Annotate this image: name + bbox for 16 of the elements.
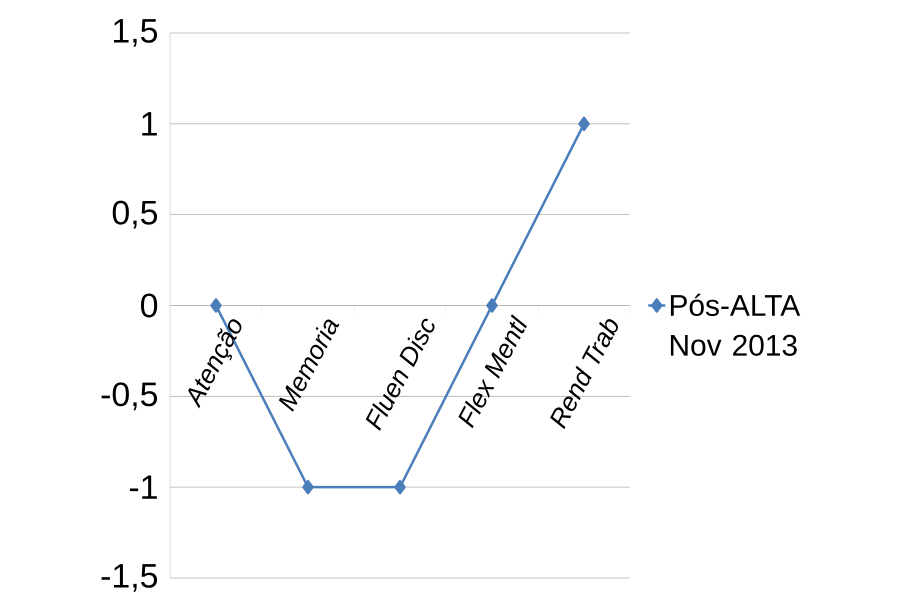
point <box>210 298 222 313</box>
y-tick-label: -1 <box>130 475 157 499</box>
y-tick-label: 1 <box>142 112 157 136</box>
x-tick-label: Fluen Disc <box>366 318 435 431</box>
point <box>302 480 314 494</box>
y-tick-label: 0 <box>140 293 158 318</box>
y-tick-label: 1,5 <box>114 19 158 47</box>
point <box>578 116 590 132</box>
y-tick-label: -1,5 <box>102 564 158 592</box>
point <box>394 480 406 494</box>
x-tick-label: Rend Trab <box>550 319 618 430</box>
y-tick-label: 0,5 <box>112 200 158 229</box>
x-tick-label: Flex Mentl <box>458 314 527 428</box>
y-tick-label: -0,5 <box>102 382 158 410</box>
point <box>486 298 498 313</box>
legend-label: Pós-ALTA Nov 2013 <box>670 294 800 356</box>
